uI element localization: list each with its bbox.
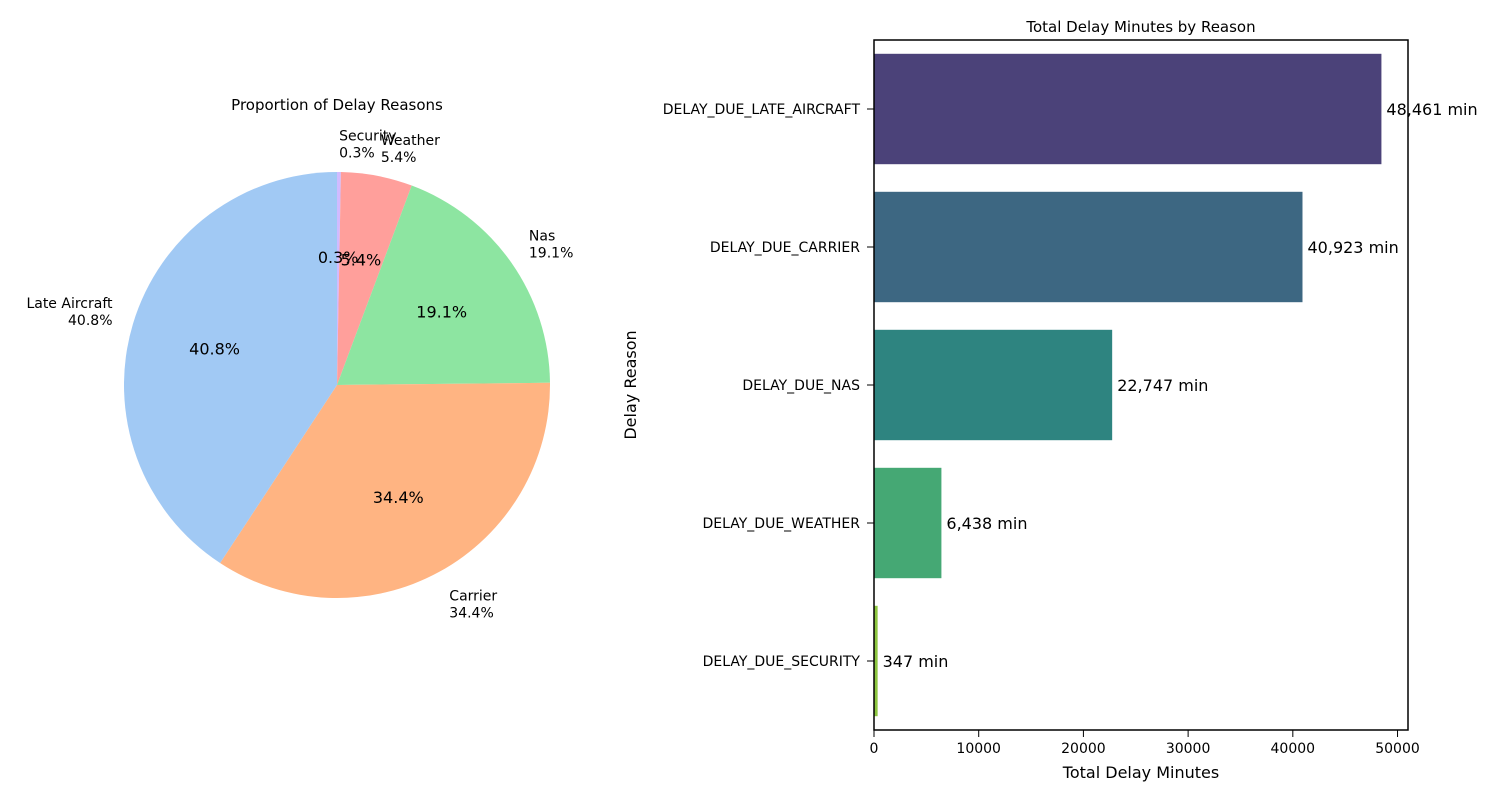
bar-delay-due-carrier: [874, 191, 1303, 303]
bar-y-axis-label: Delay Reason: [621, 330, 640, 439]
pie-title: Proportion of Delay Reasons: [231, 96, 443, 114]
bar-plot-frame: [873, 39, 1409, 731]
bar-delay-due-nas: [874, 329, 1113, 441]
pie-outer-label-security: Security 0.3%: [339, 129, 397, 162]
x-tick-label: 0: [870, 741, 879, 757]
x-tick-label: 40000: [1271, 741, 1316, 757]
bar-x-axis-label: Total Delay Minutes: [1062, 763, 1219, 782]
y-tick-label-delay-due-weather: DELAY_DUE_WEATHER: [703, 516, 861, 532]
x-tick-label: 50000: [1375, 741, 1420, 757]
pie-outer-label-nas: Nas 19.1%: [529, 229, 573, 262]
pie-slice-weather: [337, 172, 412, 385]
y-tick-label-delay-due-security: DELAY_DUE_SECURITY: [703, 654, 861, 670]
pie-slice-carrier: [220, 382, 551, 598]
bar-delay-due-weather: [874, 467, 942, 579]
pie-percent-label-nas: 19.1%: [416, 303, 467, 322]
bar-title: Total Delay Minutes by Reason: [1025, 18, 1255, 36]
bar-delay-due-security: [874, 605, 878, 717]
pie-percent-label-weather: 5.4%: [341, 251, 382, 270]
pie-outer-label-late-aircraft: Late Aircraft 40.8%: [26, 296, 113, 329]
pie-percent-label-security: 0.3%: [318, 248, 359, 267]
pie-slice-nas: [337, 185, 550, 385]
y-tick-label-delay-due-late-aircraft: DELAY_DUE_LATE_AIRCRAFT: [663, 102, 861, 118]
bar-delay-due-late-aircraft: [874, 53, 1382, 165]
bar-value-label-delay-due-late-aircraft: 48,461 min: [1386, 100, 1477, 119]
bar-value-label-delay-due-carrier: 40,923 min: [1308, 238, 1399, 257]
y-tick-label-delay-due-carrier: DELAY_DUE_CARRIER: [710, 240, 860, 256]
pie-chart: Proportion of Delay Reasons 0.3% Security…: [26, 96, 573, 622]
bar-value-label-delay-due-security: 347 min: [883, 652, 949, 671]
x-tick-label: 20000: [1061, 741, 1106, 757]
bar-value-label-delay-due-weather: 6,438 min: [946, 514, 1027, 533]
pie-outer-label-weather: Weather 5.4%: [381, 133, 440, 166]
y-tick-label-delay-due-nas: DELAY_DUE_NAS: [742, 378, 860, 394]
bar-value-label-delay-due-nas: 22,747 min: [1117, 376, 1208, 395]
x-tick-label: 10000: [956, 741, 1001, 757]
bar-chart: Total Delay Minutes by Reason Total Dela…: [621, 18, 1478, 782]
x-tick-label: 30000: [1166, 741, 1211, 757]
pie-slice-late-aircraft: [124, 172, 337, 564]
pie-outer-label-carrier: Carrier 34.4%: [449, 589, 497, 622]
pie-slice-security: [337, 172, 341, 385]
pie-percent-label-carrier: 34.4%: [373, 488, 424, 507]
pie-percent-label-late-aircraft: 40.8%: [189, 339, 240, 358]
